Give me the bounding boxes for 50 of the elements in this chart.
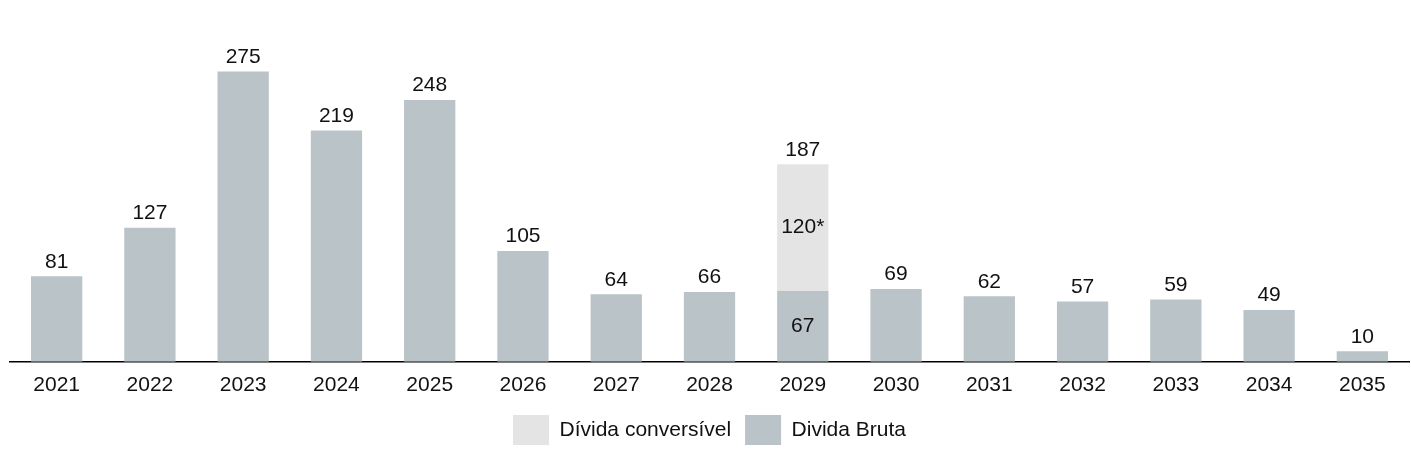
- bar: [217, 71, 269, 362]
- bar: [1150, 299, 1202, 362]
- bar: [683, 292, 736, 362]
- bar: [404, 99, 456, 362]
- bar: [124, 227, 176, 362]
- data-label: 67: [791, 313, 815, 337]
- data-label: 275: [225, 43, 261, 67]
- bar: [777, 291, 829, 362]
- x-tick-label: 2023: [219, 372, 267, 396]
- x-tick-label: 2025: [406, 372, 454, 396]
- bar: [963, 296, 1015, 362]
- bar: [310, 130, 363, 362]
- data-label: 64: [604, 266, 629, 290]
- x-tick-label: 2022: [126, 372, 174, 396]
- bar: [30, 276, 83, 362]
- data-label: 59: [1164, 271, 1188, 295]
- x-tick-label: 2024: [313, 372, 361, 396]
- bar: [497, 250, 549, 362]
- data-label: 81: [44, 248, 69, 272]
- data-label: 10: [1350, 323, 1375, 347]
- x-tick-label: 2034: [1245, 372, 1293, 396]
- data-label: 66: [697, 264, 722, 288]
- x-tick-label: 2033: [1152, 372, 1200, 396]
- x-tick-label: 2030: [872, 372, 920, 396]
- x-tick-label: 2029: [779, 372, 827, 396]
- x-tick-label: 2027: [592, 372, 640, 396]
- x-tick-label: 2031: [965, 372, 1013, 396]
- bar: [777, 164, 829, 292]
- legend-label: Dívida conversível: [559, 416, 732, 440]
- bar: [590, 294, 642, 362]
- x-tick-label: 2028: [686, 372, 733, 396]
- x-tick-label: 2035: [1339, 372, 1386, 396]
- legend-label: Divida Bruta: [791, 416, 907, 440]
- bar: [870, 288, 922, 362]
- data-label: 127: [132, 199, 168, 223]
- data-label: 219: [318, 102, 354, 126]
- data-label: 69: [884, 261, 908, 285]
- x-tick-label: 2026: [499, 372, 547, 396]
- data-label: 248: [412, 72, 448, 96]
- data-label: 105: [505, 223, 541, 247]
- x-tick-label: 2032: [1059, 372, 1106, 396]
- data-label: 120*: [781, 214, 825, 238]
- data-label: 57: [1070, 273, 1095, 297]
- bar: [1336, 351, 1389, 362]
- bar: [1056, 301, 1109, 362]
- x-tick-label: 2021: [33, 372, 80, 396]
- data-label: 49: [1257, 282, 1281, 306]
- data-label: 62: [977, 268, 1001, 292]
- total-label: 187: [785, 136, 821, 160]
- bar: [1243, 310, 1295, 362]
